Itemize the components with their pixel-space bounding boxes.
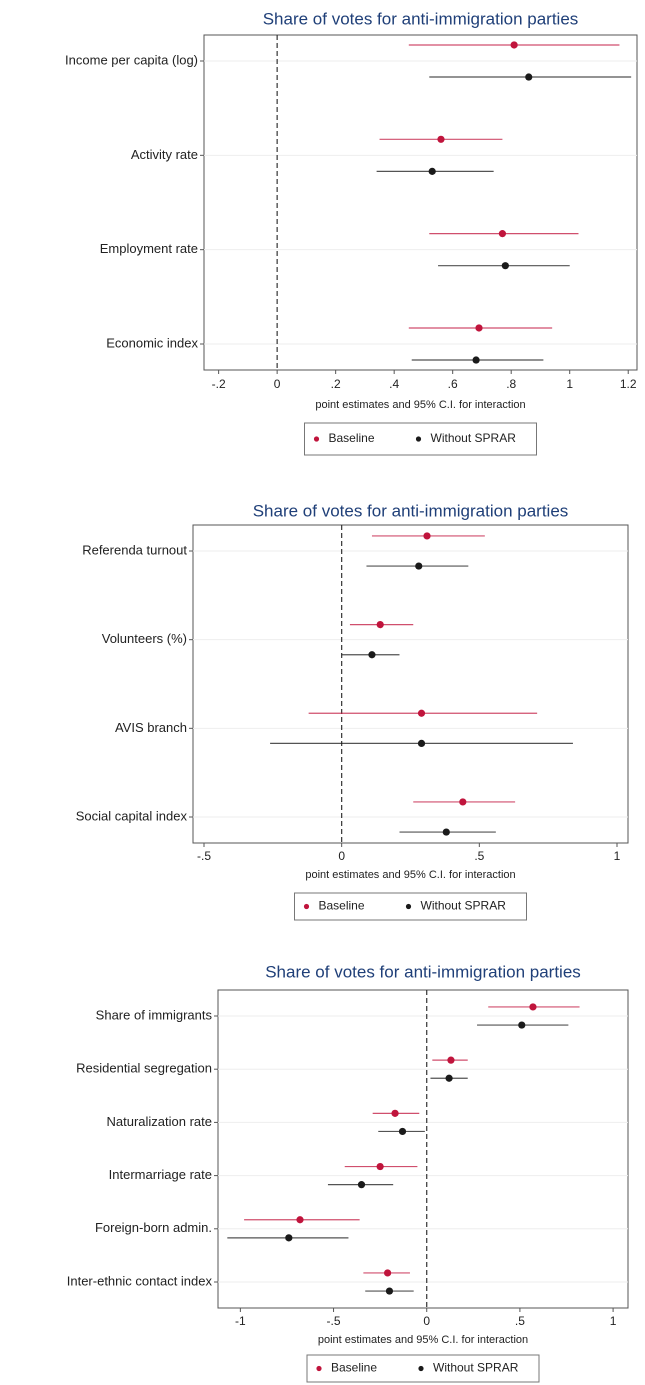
point-estimate [357,1181,366,1189]
point-estimate [459,798,467,806]
legend-marker [316,1365,322,1372]
x-tick-label: 0 [274,377,281,391]
plot-frame [203,34,638,371]
point-estimate [376,620,384,629]
x-axis-label: point estimates and 95% C.I. for interac… [318,1334,528,1346]
category-label: Intermarriage rate [109,1167,212,1182]
x-axis-label: point estimates and 95% C.I. for interac… [305,869,515,881]
category-label: Social capital index [76,808,188,823]
x-tick-label: .8 [506,377,516,391]
point-estimate [285,1234,293,1242]
point-estimate [415,562,423,570]
legend-marker [303,903,310,910]
category-label: Volunteers (%) [102,631,187,646]
point-estimate [445,1074,453,1082]
legend-marker [313,436,320,442]
category-label: Naturalization rate [107,1114,213,1129]
point-estimate [296,1216,304,1224]
x-tick-label: .6 [448,377,458,391]
point-estimate [391,1109,399,1117]
point-estimate [383,1269,392,1277]
point-estimate [510,41,518,49]
point-estimate [501,262,509,270]
x-tick-label: -.5 [327,1314,341,1328]
point-estimate [376,1162,384,1171]
x-tick-label: 1.2 [620,377,637,391]
point-estimate [428,167,436,175]
category-label: Activity rate [131,147,198,162]
legend-label: Without SPRAR [431,431,517,445]
legend-label: Without SPRAR [433,1361,519,1375]
legend-marker [415,436,422,442]
x-axis-label: point estimates and 95% C.I. for interac… [315,399,525,411]
point-estimate [447,1056,455,1064]
legend-label: Baseline [331,1361,377,1375]
point-estimate [437,135,445,143]
x-tick-label: 0 [338,849,345,863]
x-tick-label: -.5 [197,849,211,863]
chart-title: Share of votes for anti-immigration part… [265,962,581,981]
point-estimate [475,324,483,332]
point-estimate [417,739,426,748]
category-label: Inter-ethnic contact index [67,1273,213,1288]
point-estimate [423,532,431,540]
plot-frame [217,989,629,1309]
legend-label: Baseline [319,899,365,913]
point-estimate [472,356,480,364]
category-label: Referenda turnout [82,542,187,557]
x-tick-label: .5 [515,1314,525,1328]
x-tick-label: -1 [235,1314,246,1328]
point-estimate [385,1287,394,1295]
legend-label: Baseline [329,431,375,445]
x-tick-label: .2 [331,377,341,391]
point-estimate [417,709,426,717]
category-label: Share of immigrants [96,1007,213,1022]
x-tick-label: .4 [389,377,399,391]
category-label: Income per capita (log) [65,52,198,67]
coef-plot: Share of votes for anti-immigration part… [65,9,638,456]
legend: Baseline Without SPRAR [306,1354,540,1383]
x-tick-label: .5 [474,849,484,863]
plot-frame [192,524,629,844]
point-estimate [442,828,450,836]
point-estimate [368,651,376,659]
coef-plot: Share of votes for anti-immigration part… [67,962,629,1383]
point-estimate [518,1021,526,1029]
legend-marker [418,1365,424,1372]
point-estimate [525,73,533,81]
legend-marker [405,903,412,910]
category-label: Employment rate [100,241,198,256]
coef-plot: Share of votes for anti-immigration part… [76,501,629,921]
x-tick-label: 1 [610,1314,617,1328]
point-estimate [398,1127,407,1136]
x-tick-label: 1 [566,377,573,391]
x-tick-label: 0 [423,1314,430,1328]
legend-label: Without SPRAR [421,899,507,913]
x-tick-label: -.2 [212,377,226,391]
point-estimate [529,1003,537,1011]
legend: Baseline Without SPRAR [304,422,537,456]
chart-title: Share of votes for anti-immigration part… [253,501,569,520]
chart-title: Share of votes for anti-immigration part… [263,9,579,28]
category-label: Economic index [106,335,198,350]
category-label: AVIS branch [115,720,187,735]
legend: Baseline Without SPRAR [294,892,527,921]
point-estimate [498,230,507,238]
category-label: Foreign-born admin. [95,1220,212,1235]
category-label: Residential segregation [76,1061,212,1076]
x-tick-label: 1 [614,849,621,863]
